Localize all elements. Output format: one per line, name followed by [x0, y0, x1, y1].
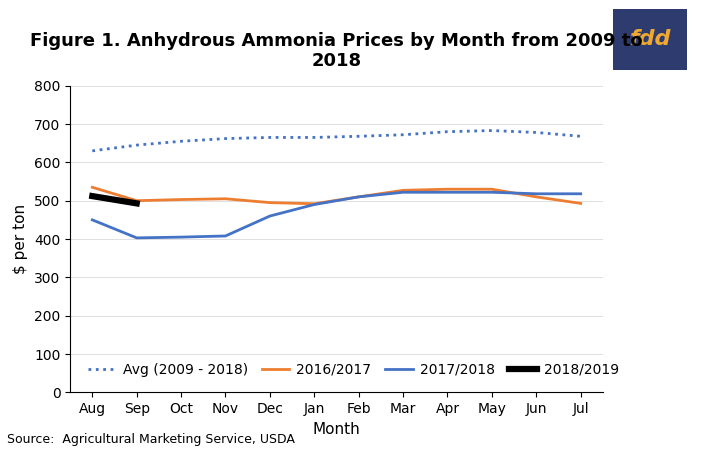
- 2016/2017: [399, 188, 407, 193]
- 2017/2018: [399, 189, 407, 195]
- Avg (2009 - 2018): [132, 143, 141, 148]
- Y-axis label: $ per ton: $ per ton: [13, 204, 29, 274]
- 2018/2019: [88, 193, 97, 199]
- 2017/2018: [443, 189, 451, 195]
- Legend: Avg (2009 - 2018), 2016/2017, 2017/2018, 2018/2019: Avg (2009 - 2018), 2016/2017, 2017/2018,…: [83, 357, 625, 382]
- 2017/2018: [532, 191, 540, 197]
- 2016/2017: [443, 187, 451, 192]
- 2017/2018: [355, 194, 363, 199]
- 2016/2017: [310, 201, 318, 207]
- 2017/2018: [177, 235, 185, 240]
- Text: Source:  Agricultural Marketing Service, USDA: Source: Agricultural Marketing Service, …: [7, 433, 295, 446]
- 2016/2017: [132, 198, 141, 203]
- 2017/2018: [88, 217, 97, 222]
- Line: 2017/2018: 2017/2018: [93, 192, 580, 238]
- Avg (2009 - 2018): [399, 132, 407, 138]
- Avg (2009 - 2018): [443, 129, 451, 134]
- 2016/2017: [177, 197, 185, 202]
- 2017/2018: [576, 191, 585, 197]
- Avg (2009 - 2018): [355, 133, 363, 139]
- Avg (2009 - 2018): [310, 135, 318, 140]
- 2017/2018: [266, 213, 274, 219]
- Avg (2009 - 2018): [222, 136, 230, 141]
- Text: Figure 1. Anhydrous Ammonia Prices by Month from 2009 to
2018: Figure 1. Anhydrous Ammonia Prices by Mo…: [30, 32, 643, 70]
- Line: 2018/2019: 2018/2019: [93, 196, 137, 203]
- 2016/2017: [355, 194, 363, 199]
- 2016/2017: [576, 201, 585, 206]
- Avg (2009 - 2018): [88, 148, 97, 153]
- Avg (2009 - 2018): [532, 130, 540, 135]
- 2016/2017: [266, 200, 274, 205]
- Avg (2009 - 2018): [177, 138, 185, 144]
- Line: Avg (2009 - 2018): Avg (2009 - 2018): [93, 130, 580, 151]
- X-axis label: Month: Month: [313, 422, 360, 437]
- 2017/2018: [222, 233, 230, 239]
- 2016/2017: [488, 187, 496, 192]
- 2016/2017: [88, 184, 97, 190]
- 2017/2018: [132, 235, 141, 240]
- Avg (2009 - 2018): [488, 128, 496, 133]
- 2018/2019: [132, 201, 141, 206]
- 2016/2017: [532, 194, 540, 199]
- 2017/2018: [488, 189, 496, 195]
- 2017/2018: [310, 202, 318, 207]
- 2016/2017: [222, 196, 230, 202]
- Avg (2009 - 2018): [576, 133, 585, 139]
- Text: fdd: fdd: [629, 29, 671, 50]
- Avg (2009 - 2018): [266, 135, 274, 140]
- Line: 2016/2017: 2016/2017: [93, 187, 580, 204]
